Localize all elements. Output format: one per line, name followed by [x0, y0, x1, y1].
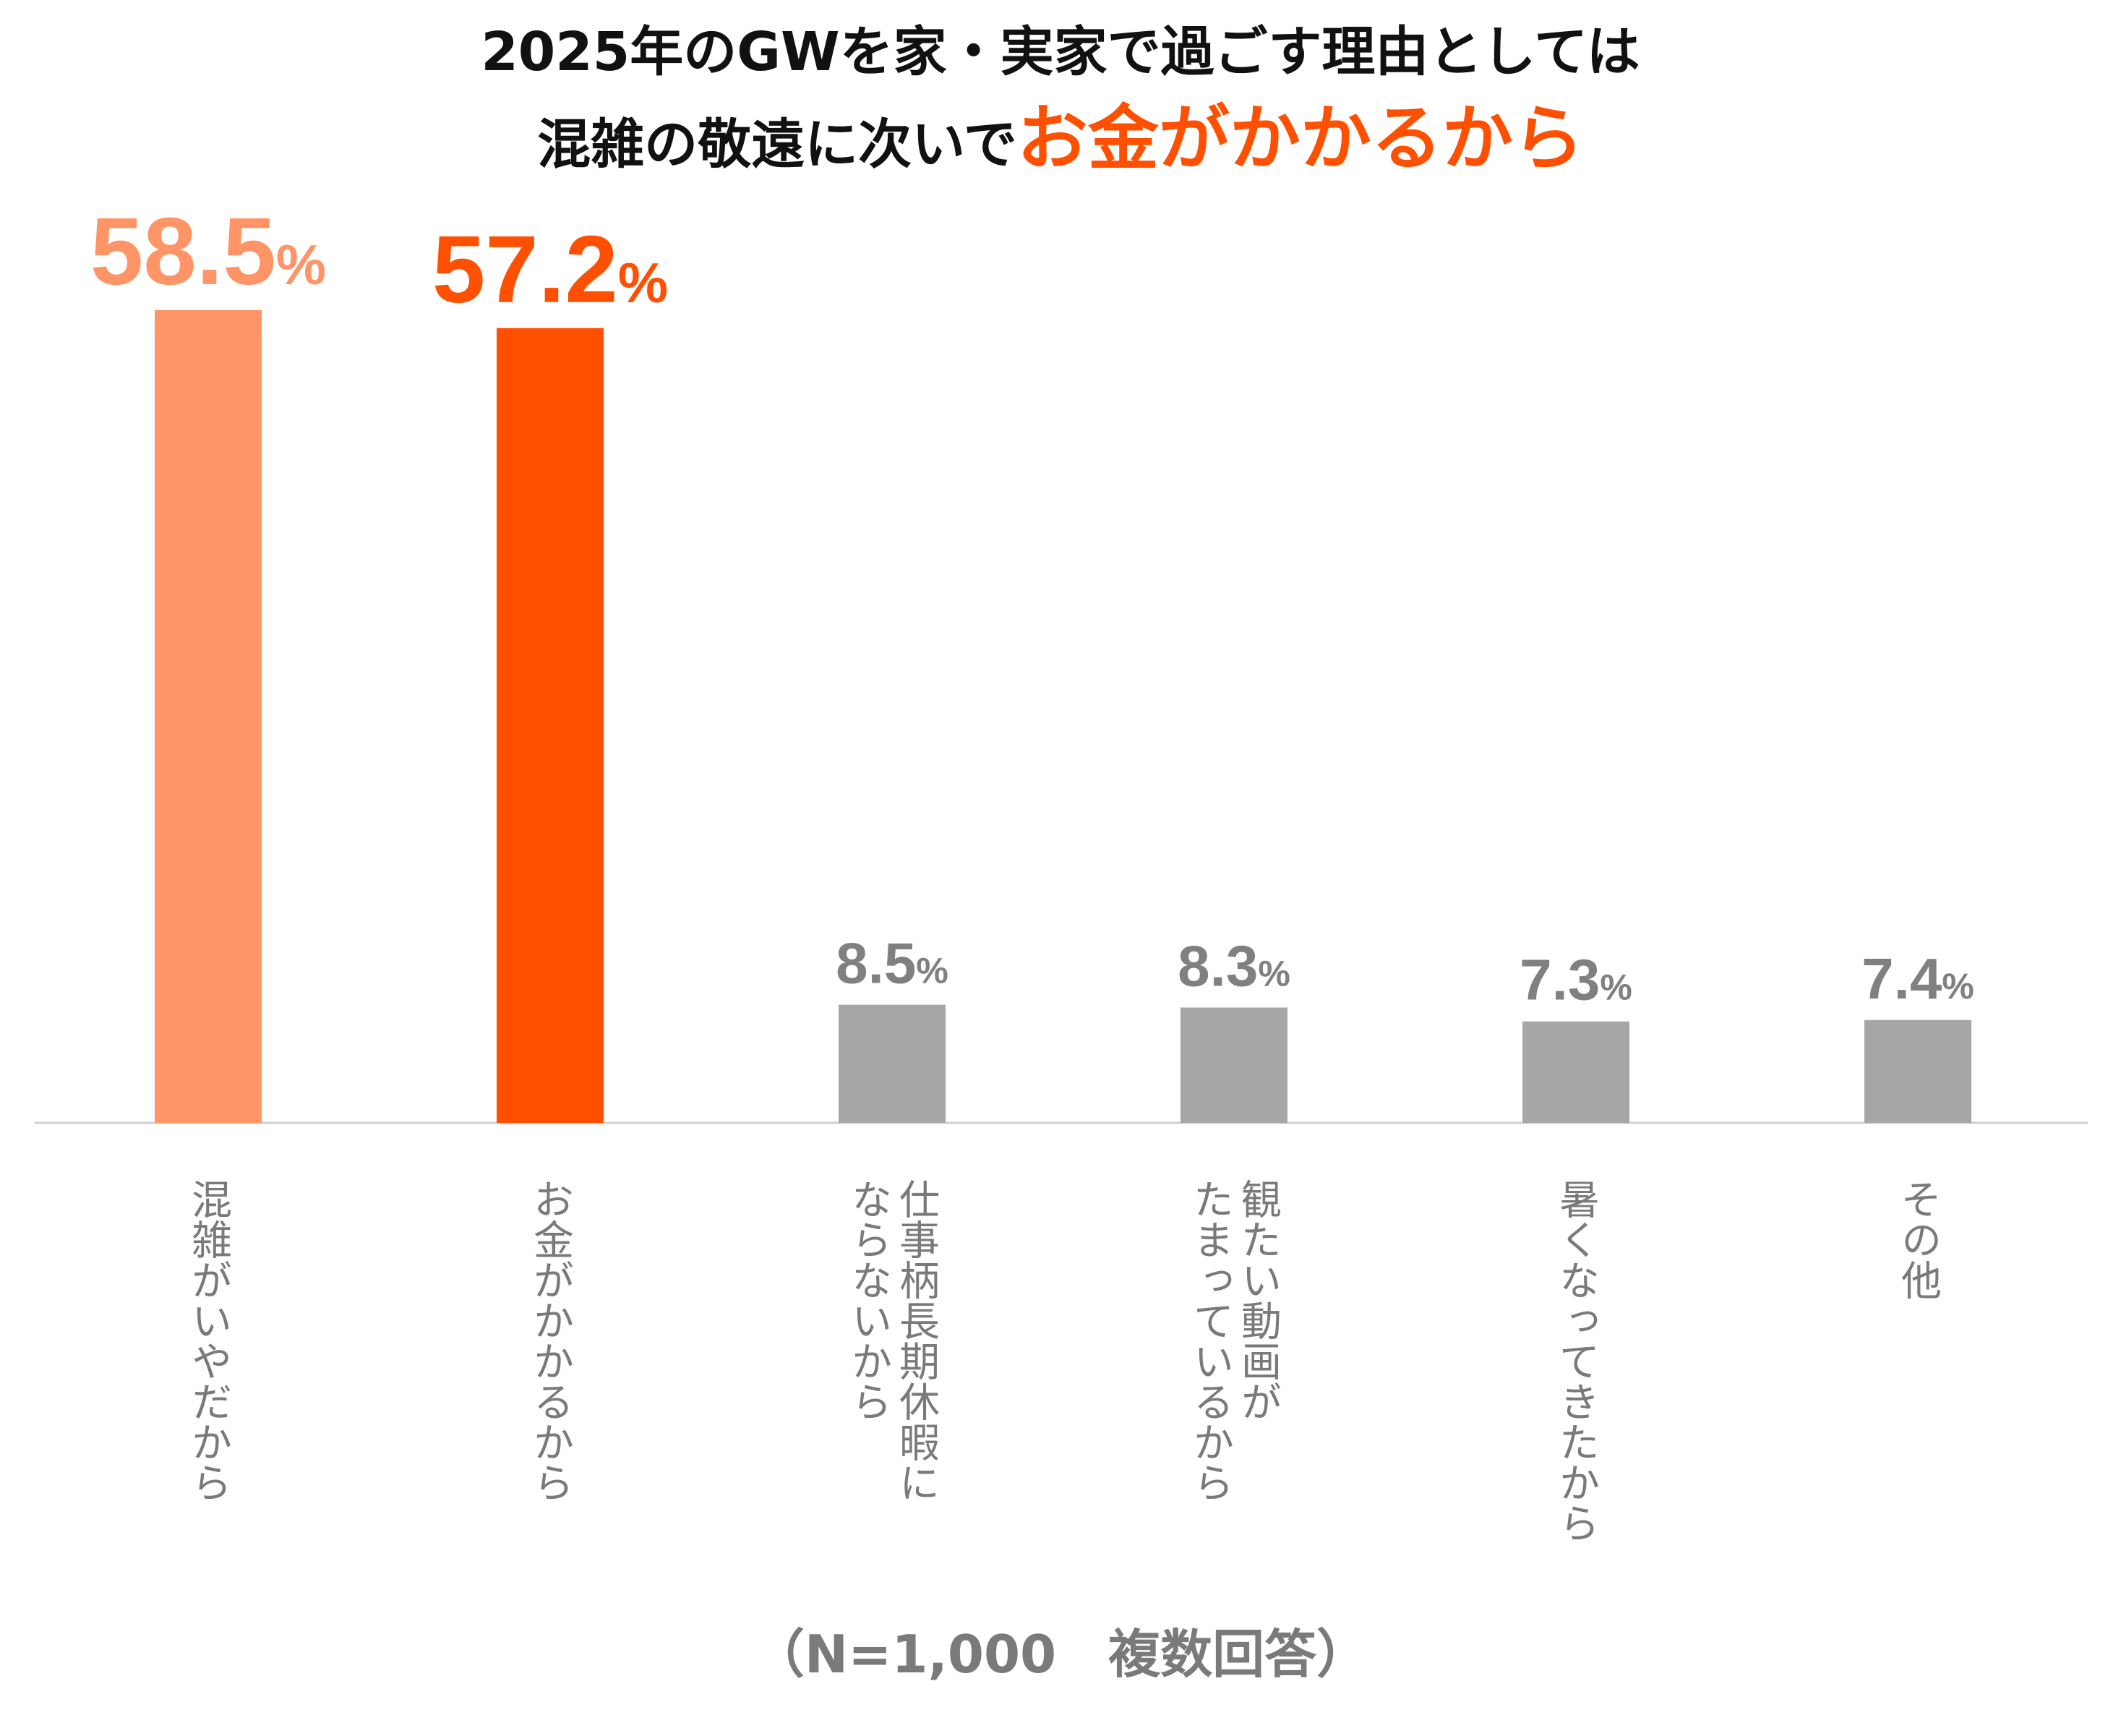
- bar-2: [497, 328, 604, 1124]
- value-label-5: 7.3%: [1520, 948, 1632, 1012]
- category-label-1-line-1: 混雑がいやだから: [185, 1179, 232, 1502]
- value-label-2: 57.2%: [432, 216, 668, 322]
- bar-6: [1864, 1019, 1971, 1123]
- category-label-5-line-1: 暑くなってきたから: [1553, 1179, 1600, 1543]
- title-highlight: お金がかかるから: [1016, 98, 1584, 180]
- category-label-4-line-1: 観たい動画が: [1235, 1179, 1282, 1421]
- value-label-3: 8.5%: [836, 931, 948, 996]
- value-label-4: 8.3%: [1178, 934, 1290, 999]
- bar-1: [155, 309, 262, 1124]
- category-label-3-line-2: ならないから: [845, 1179, 892, 1421]
- category-label-2-line-1: お金がかかるから: [527, 1179, 574, 1502]
- value-label-6: 7.4%: [1861, 946, 1974, 1011]
- bar-4: [1181, 1007, 1287, 1123]
- chart-title-line-1: 2025年のGWを家・実家で過ごす理由としては: [481, 21, 1640, 83]
- category-label-3-line-1: 仕事柄長期休暇に: [893, 1179, 940, 1502]
- sample-note: （N=1,000 複数回答）: [752, 1624, 1369, 1685]
- category-label-4-line-2: たまっているから: [1187, 1179, 1234, 1502]
- title-prefix: 混雑の敬遠に次いで: [537, 114, 1017, 176]
- bar-3: [839, 1004, 946, 1123]
- category-label-6-line-1: その他: [1895, 1179, 1942, 1300]
- bar-5: [1522, 1021, 1629, 1123]
- value-label-1: 58.5%: [90, 198, 326, 304]
- chart-title-line-2: 混雑の敬遠に次いでお金がかかるから: [0, 95, 2121, 188]
